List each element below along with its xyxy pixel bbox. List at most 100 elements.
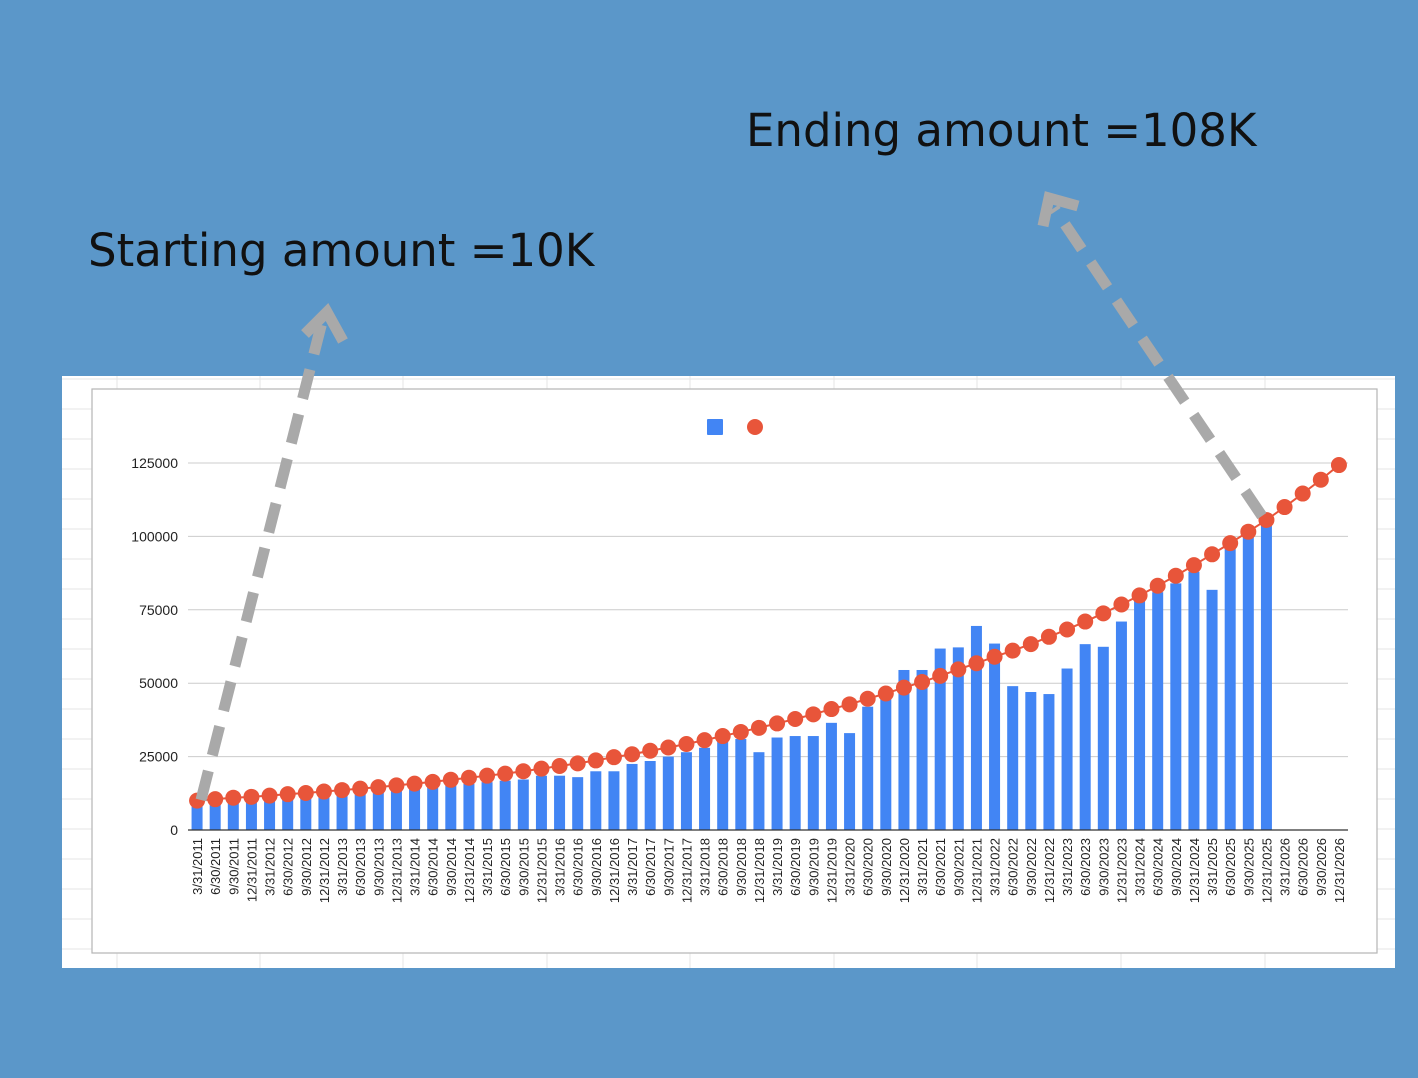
line-point: [225, 789, 242, 806]
line-point: [914, 674, 931, 691]
bar: [427, 787, 439, 830]
line-point: [1095, 605, 1112, 622]
x-tick-label: 6/30/2023: [1078, 838, 1093, 896]
line-point: [406, 775, 423, 792]
x-tick-label: 9/30/2022: [1024, 838, 1039, 896]
line-point: [1258, 511, 1275, 528]
x-tick-label: 12/31/2011: [244, 838, 259, 902]
bar: [807, 736, 819, 830]
bar: [771, 737, 783, 830]
line-point: [334, 782, 351, 799]
x-tick-label: 6/30/2016: [571, 838, 586, 896]
bar: [517, 779, 529, 830]
y-tick-label: 100000: [131, 528, 178, 544]
bar: [481, 782, 493, 830]
x-tick-label: 12/31/2021: [969, 838, 984, 903]
line-point: [352, 780, 369, 797]
bar: [1061, 668, 1073, 830]
bar: [989, 643, 1001, 830]
line-point: [1330, 457, 1347, 474]
bar: [445, 785, 457, 830]
line-point: [750, 719, 767, 736]
x-tick-label: 6/30/2013: [353, 838, 368, 896]
x-tick-label: 3/31/2011: [190, 838, 205, 895]
line-point: [1276, 499, 1293, 516]
x-tick-label: 3/31/2015: [480, 838, 495, 896]
x-tick-label: 12/31/2016: [607, 838, 622, 903]
bar: [1206, 589, 1218, 830]
y-tick-label: 125000: [131, 455, 178, 471]
x-tick-label: 12/31/2019: [824, 838, 839, 903]
line-point: [1185, 557, 1202, 574]
line-point: [515, 763, 532, 780]
line-point: [261, 787, 278, 804]
bar: [662, 756, 674, 830]
bar: [554, 775, 566, 830]
bar: [862, 706, 874, 830]
line-point: [1077, 613, 1094, 630]
y-tick-label: 75000: [139, 602, 178, 618]
x-tick-label: 6/30/2020: [861, 838, 876, 896]
bar: [735, 738, 747, 830]
line-point: [460, 769, 477, 786]
bar: [1152, 592, 1164, 830]
x-tick-label: 9/30/2016: [589, 838, 604, 896]
x-tick-label: 6/30/2011: [208, 838, 223, 895]
line-point: [1222, 535, 1239, 552]
x-tick-label: 9/30/2013: [371, 838, 386, 896]
bar: [916, 669, 928, 830]
line-point: [497, 765, 514, 782]
line-point: [1204, 546, 1221, 563]
line-point: [605, 749, 622, 766]
line-point: [805, 706, 822, 723]
x-tick-label: 6/30/2019: [788, 838, 803, 896]
bar: [1260, 521, 1272, 830]
ending-amount-annotation: Ending amount =108K: [746, 104, 1257, 157]
x-tick-label: 6/30/2017: [643, 838, 658, 896]
x-tick-label: 6/30/2021: [933, 838, 948, 896]
x-tick-label: 3/31/2025: [1205, 838, 1220, 896]
x-tick-label: 9/30/2026: [1314, 838, 1329, 896]
line-point: [370, 779, 387, 796]
bar: [825, 722, 837, 830]
line-point: [1040, 628, 1057, 645]
chart-panel: 0 25000 50000 75000 100000 125000 3/31/2011 6/…: [62, 376, 1395, 968]
x-tick-label: 12/31/2013: [389, 838, 404, 903]
line-point: [297, 785, 314, 802]
bar: [1079, 644, 1091, 830]
x-tick-label: 3/31/2021: [915, 838, 930, 896]
bar: [354, 793, 366, 830]
line-point: [624, 746, 641, 763]
bar-series: [191, 521, 1272, 830]
x-tick-label: 12/31/2022: [1042, 838, 1057, 903]
bar: [952, 647, 964, 830]
bar: [717, 741, 729, 830]
bar: [590, 771, 602, 830]
x-tick-label: 3/31/2024: [1133, 838, 1148, 896]
x-tick-label: 6/30/2022: [1006, 838, 1021, 896]
line-point: [986, 648, 1003, 665]
bar: [789, 736, 801, 830]
line-point: [388, 777, 405, 794]
x-tick-label: 12/31/2012: [317, 838, 332, 903]
y-tick-label: 0: [170, 822, 178, 838]
x-tick-label: 9/30/2015: [516, 838, 531, 896]
x-tick-label: 3/31/2020: [843, 838, 858, 896]
bar: [1007, 686, 1019, 830]
bar: [191, 803, 203, 830]
x-tick-label: 9/30/2021: [951, 838, 966, 896]
line-point: [569, 755, 586, 772]
x-tick-label: 12/31/2025: [1259, 838, 1274, 903]
line-point: [551, 757, 568, 774]
line-point: [950, 661, 967, 678]
x-tick-label: 12/31/2018: [752, 838, 767, 903]
line-point: [660, 739, 677, 756]
x-tick-label: 12/31/2026: [1332, 838, 1347, 903]
line-point: [1167, 567, 1184, 584]
bar: [463, 783, 475, 830]
x-tick-label: 9/30/2014: [444, 838, 459, 896]
bar: [880, 697, 892, 830]
x-tick-label: 6/30/2018: [716, 838, 731, 896]
x-tick-label: 9/30/2025: [1241, 838, 1256, 896]
line-point: [678, 735, 695, 752]
